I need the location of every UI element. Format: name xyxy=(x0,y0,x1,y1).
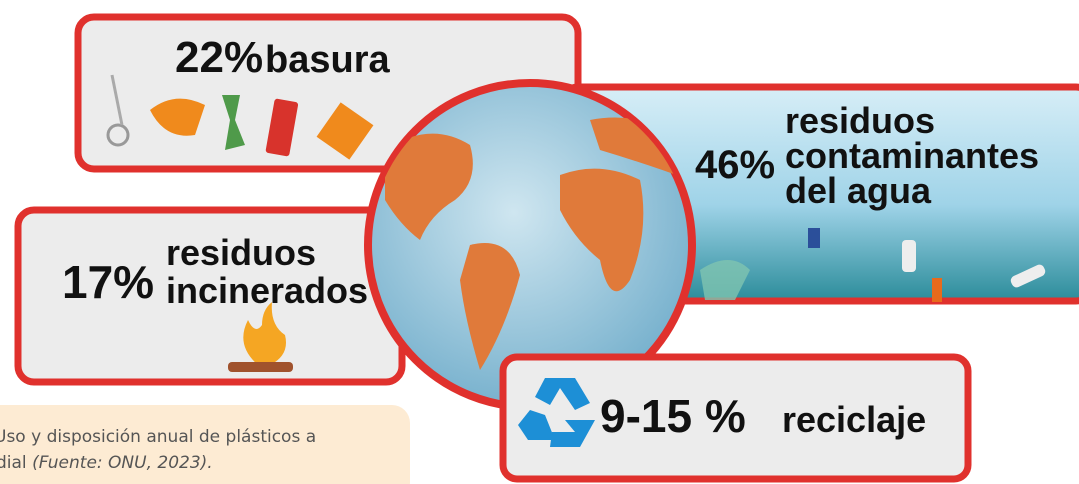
percent: 46% xyxy=(695,143,775,187)
label-line: residuos xyxy=(785,100,935,141)
trash-icons xyxy=(106,74,374,160)
panel-reciclaje xyxy=(499,353,972,483)
caption-line: Uso y disposición anual de plásticos a xyxy=(0,427,316,447)
label-line: contaminantes xyxy=(785,135,1039,176)
percent: 9-15 % xyxy=(600,390,746,442)
label-line: residuos xyxy=(166,232,316,273)
percent: 22% xyxy=(175,33,263,82)
water-debris xyxy=(700,228,1046,302)
label: basura xyxy=(265,39,390,81)
recycle-icon xyxy=(518,378,595,447)
percent: 17% xyxy=(62,256,154,308)
caption-box xyxy=(0,405,410,484)
label-line: incinerados xyxy=(166,270,368,311)
label: reciclaje xyxy=(782,399,926,440)
caption-line: dial (Fuente: ONU, 2023). xyxy=(0,453,213,473)
label-line: del agua xyxy=(785,170,932,211)
fire-icon xyxy=(228,302,293,372)
continents xyxy=(385,117,690,370)
